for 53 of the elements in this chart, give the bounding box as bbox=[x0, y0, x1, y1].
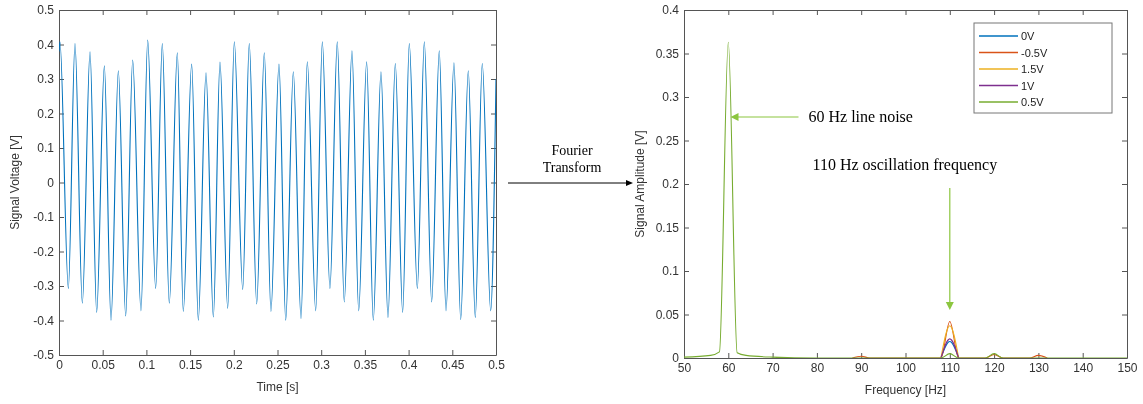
x-tick-label: 0.25 bbox=[266, 357, 290, 372]
x-tick-label: 0.2 bbox=[225, 357, 243, 372]
y-tick-label: 0.25 bbox=[655, 133, 680, 148]
legend-label: 1V bbox=[1021, 79, 1036, 92]
x-tick-label: 50 bbox=[677, 360, 692, 375]
legend-label: 0.5V bbox=[1021, 96, 1045, 108]
y-tick-label: -0.5 bbox=[33, 348, 55, 363]
y-tick-label: -0.2 bbox=[33, 244, 55, 259]
x-tick-label: 0.5 bbox=[488, 357, 506, 372]
line-series bbox=[59, 39, 496, 321]
x-tick-label: 0.05 bbox=[91, 357, 116, 372]
y-tick-label: -0.3 bbox=[33, 279, 55, 294]
y-tick-label: 0.4 bbox=[662, 3, 680, 18]
annotation: 110 Hz oscillation frequency bbox=[812, 156, 998, 174]
x-tick-label: 0.1 bbox=[138, 357, 156, 372]
x-axis-title: Frequency [Hz] bbox=[864, 383, 947, 397]
legend-label: 1.5V bbox=[1021, 63, 1045, 75]
y-tick-label: 0.05 bbox=[655, 307, 680, 322]
x-tick-label: 0.15 bbox=[178, 357, 203, 372]
x-tick-label: 140 bbox=[1073, 360, 1094, 375]
y-tick-label: 0.1 bbox=[662, 264, 680, 279]
x-tick-label: 70 bbox=[766, 360, 781, 375]
y-tick-label: 0.1 bbox=[37, 141, 55, 156]
y-tick-label: 0.35 bbox=[655, 46, 680, 61]
x-tick-label: 110 bbox=[940, 360, 961, 375]
text: Fourier Transform bbox=[542, 143, 602, 175]
x-tick-label: 0.45 bbox=[441, 357, 465, 372]
x-tick-label: 0.35 bbox=[353, 357, 378, 372]
legend-label: -0.5V bbox=[1021, 46, 1048, 59]
y-tick-label: 0.15 bbox=[655, 220, 680, 235]
x-axis-title: Time [s] bbox=[256, 380, 299, 394]
x-tick-label: 100 bbox=[895, 360, 917, 375]
y-tick-label: 0.2 bbox=[662, 177, 680, 192]
x-tick-label: 80 bbox=[810, 360, 825, 375]
y-tick-label: -0.1 bbox=[33, 210, 55, 225]
y-tick-label: 0.3 bbox=[662, 90, 680, 105]
y-tick-label: 0.4 bbox=[37, 37, 55, 52]
x-tick-label: 0.4 bbox=[400, 357, 418, 372]
x-tick-label: 150 bbox=[1117, 360, 1138, 375]
x-tick-label: 130 bbox=[1028, 360, 1050, 375]
x-tick-label: 60 bbox=[722, 360, 736, 375]
x-tick-label: 0.3 bbox=[313, 357, 331, 372]
annotation: 60 Hz line noise bbox=[808, 108, 913, 126]
y-tick-label: 0.5 bbox=[37, 3, 55, 18]
y-axis-title: Signal Amplitude [V] bbox=[633, 130, 647, 238]
y-axis-title: Signal Voltage [V] bbox=[8, 135, 22, 230]
y-tick-label: 0.3 bbox=[37, 72, 55, 87]
y-tick-label: 0 bbox=[47, 175, 55, 190]
y-tick-label: 0.2 bbox=[37, 106, 55, 121]
y-tick-label: -0.4 bbox=[33, 313, 55, 328]
x-tick-label: 90 bbox=[855, 360, 869, 375]
x-tick-label: 120 bbox=[984, 360, 1005, 375]
legend-label: 0V bbox=[1021, 30, 1036, 42]
